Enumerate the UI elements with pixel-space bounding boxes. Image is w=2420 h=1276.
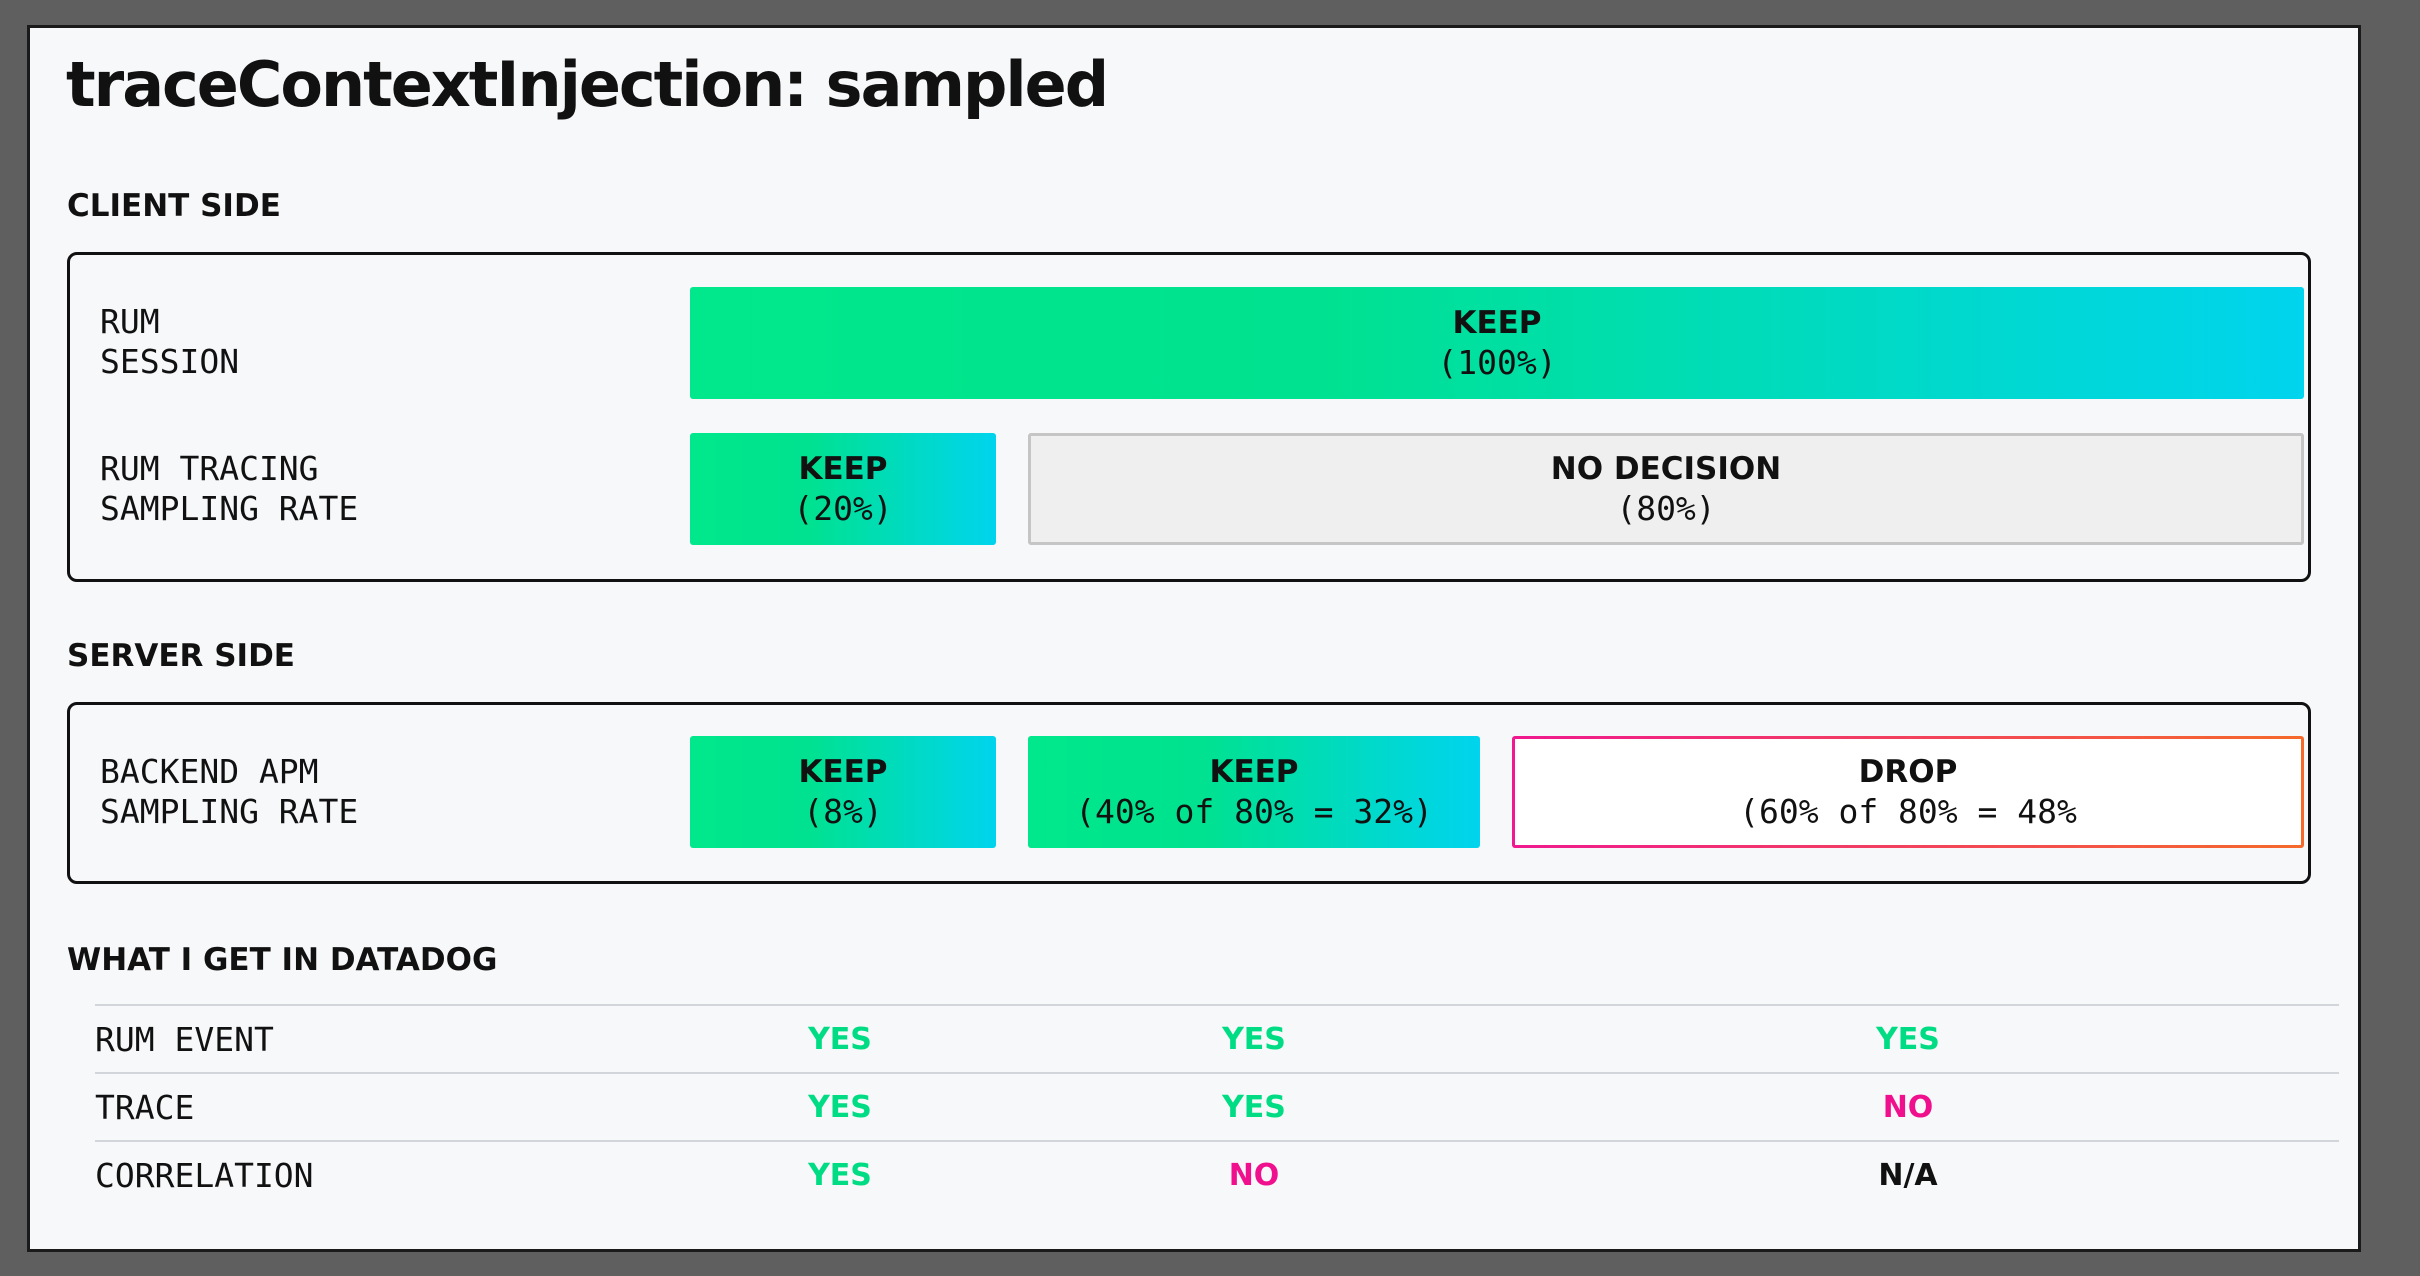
rum-session-label: RUM SESSION bbox=[100, 302, 240, 381]
backend-keep-bar: KEEP (8%) bbox=[690, 736, 996, 848]
bar-value: (8%) bbox=[803, 792, 883, 831]
correlation-col1: YES bbox=[808, 1158, 872, 1193]
bar-status: KEEP bbox=[1209, 754, 1299, 790]
trace-col2: YES bbox=[1222, 1090, 1286, 1125]
trace-col1: YES bbox=[808, 1090, 872, 1125]
bar-status: NO DECISION bbox=[1550, 451, 1782, 487]
rum-tracing-keep-bar: KEEP (20%) bbox=[690, 433, 996, 545]
results-heading: WHAT I GET IN DATADOG bbox=[67, 942, 498, 978]
backend-drop-bar: DROP (60% of 80% = 48% bbox=[1512, 736, 2304, 848]
bar-value: (100%) bbox=[1437, 343, 1557, 382]
correlation-col2: NO bbox=[1228, 1158, 1280, 1193]
table-divider bbox=[95, 1004, 2339, 1006]
bar-status: KEEP bbox=[798, 451, 888, 487]
bar-status: KEEP bbox=[1452, 305, 1542, 341]
rum-event-col2: YES bbox=[1222, 1022, 1286, 1057]
server-side-heading: SERVER SIDE bbox=[67, 638, 295, 674]
bar-value: (20%) bbox=[793, 489, 893, 528]
table-divider bbox=[95, 1072, 2339, 1074]
rum-event-col1: YES bbox=[808, 1022, 872, 1057]
bar-status: KEEP bbox=[798, 754, 888, 790]
rum-session-keep-bar: KEEP (100%) bbox=[690, 287, 2304, 399]
bar-value: (40% of 80% = 32%) bbox=[1075, 792, 1433, 831]
backend-apm-label: BACKEND APM SAMPLING RATE bbox=[100, 752, 359, 831]
backend-keep-32-bar: KEEP (40% of 80% = 32%) bbox=[1028, 736, 1480, 848]
row-label-correlation: CORRELATION bbox=[95, 1156, 314, 1195]
row-label-rum-event: RUM EVENT bbox=[95, 1020, 274, 1059]
row-label-trace: TRACE bbox=[95, 1088, 195, 1127]
table-divider bbox=[95, 1140, 2339, 1142]
rum-tracing-label: RUM TRACING SAMPLING RATE bbox=[100, 449, 359, 528]
bar-value: (80%) bbox=[1616, 489, 1716, 528]
client-side-heading: CLIENT SIDE bbox=[67, 188, 281, 224]
rum-tracing-no-decision-bar: NO DECISION (80%) bbox=[1028, 433, 2304, 545]
bar-status: DROP bbox=[1858, 754, 1958, 790]
trace-col3: NO bbox=[1882, 1090, 1934, 1125]
page-title: traceContextInjection: sampled bbox=[66, 48, 1109, 121]
correlation-col3: N/A bbox=[1878, 1158, 1938, 1193]
bar-value: (60% of 80% = 48% bbox=[1739, 792, 2077, 831]
diagram-card bbox=[27, 25, 2361, 1252]
rum-event-col3: YES bbox=[1876, 1022, 1940, 1057]
